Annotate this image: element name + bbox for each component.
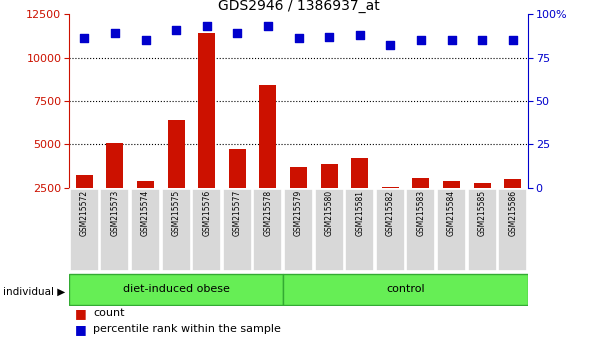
- Bar: [106, 143, 124, 231]
- Point: [263, 23, 272, 29]
- Point: [233, 30, 242, 36]
- FancyBboxPatch shape: [437, 189, 466, 271]
- Point: [386, 42, 395, 48]
- Bar: [76, 176, 93, 231]
- Text: GSM215583: GSM215583: [416, 190, 425, 236]
- Text: GSM215574: GSM215574: [141, 190, 150, 236]
- Point: [416, 37, 426, 43]
- Text: GSM215579: GSM215579: [294, 190, 303, 236]
- Bar: [412, 178, 430, 231]
- FancyBboxPatch shape: [253, 189, 283, 271]
- Bar: [137, 181, 154, 231]
- Text: GSM215576: GSM215576: [202, 190, 211, 236]
- Text: GSM215572: GSM215572: [80, 190, 89, 236]
- FancyBboxPatch shape: [406, 189, 436, 271]
- FancyBboxPatch shape: [498, 189, 527, 271]
- FancyBboxPatch shape: [70, 189, 99, 271]
- FancyBboxPatch shape: [69, 274, 283, 304]
- Text: GSM215580: GSM215580: [325, 190, 334, 236]
- FancyBboxPatch shape: [284, 189, 313, 271]
- Text: control: control: [386, 284, 425, 294]
- Bar: [473, 183, 491, 231]
- Title: GDS2946 / 1386937_at: GDS2946 / 1386937_at: [218, 0, 379, 13]
- Point: [355, 32, 365, 38]
- Bar: [443, 181, 460, 231]
- Text: GSM215577: GSM215577: [233, 190, 242, 236]
- Text: individual ▶: individual ▶: [3, 287, 65, 297]
- Bar: [198, 33, 215, 231]
- Text: ■: ■: [75, 307, 87, 320]
- Point: [79, 36, 89, 41]
- FancyBboxPatch shape: [161, 189, 191, 271]
- Point: [508, 37, 517, 43]
- FancyBboxPatch shape: [376, 189, 405, 271]
- Text: GSM215573: GSM215573: [110, 190, 119, 236]
- Point: [294, 36, 304, 41]
- Text: GSM215578: GSM215578: [263, 190, 272, 236]
- Bar: [504, 179, 521, 231]
- Point: [202, 23, 212, 29]
- FancyBboxPatch shape: [345, 189, 374, 271]
- Bar: [382, 187, 399, 231]
- Text: diet-induced obese: diet-induced obese: [122, 284, 230, 294]
- FancyBboxPatch shape: [131, 189, 160, 271]
- Text: percentile rank within the sample: percentile rank within the sample: [93, 324, 281, 334]
- Text: count: count: [93, 308, 125, 318]
- Bar: [320, 164, 338, 231]
- Bar: [167, 120, 185, 231]
- Text: GSM215581: GSM215581: [355, 190, 364, 236]
- Text: ■: ■: [75, 323, 87, 336]
- Text: GSM215575: GSM215575: [172, 190, 181, 236]
- Bar: [351, 158, 368, 231]
- Bar: [259, 85, 277, 231]
- FancyBboxPatch shape: [100, 189, 130, 271]
- Text: GSM215585: GSM215585: [478, 190, 487, 236]
- Point: [110, 30, 120, 36]
- Point: [172, 27, 181, 33]
- Point: [324, 34, 334, 40]
- FancyBboxPatch shape: [192, 189, 221, 271]
- Point: [140, 37, 150, 43]
- FancyBboxPatch shape: [283, 274, 528, 304]
- Text: GSM215584: GSM215584: [447, 190, 456, 236]
- Point: [446, 37, 457, 43]
- FancyBboxPatch shape: [467, 189, 497, 271]
- Text: GSM215586: GSM215586: [508, 190, 517, 236]
- Text: GSM215582: GSM215582: [386, 190, 395, 236]
- Point: [478, 37, 487, 43]
- FancyBboxPatch shape: [314, 189, 344, 271]
- Bar: [290, 167, 307, 231]
- FancyBboxPatch shape: [223, 189, 252, 271]
- Bar: [229, 149, 246, 231]
